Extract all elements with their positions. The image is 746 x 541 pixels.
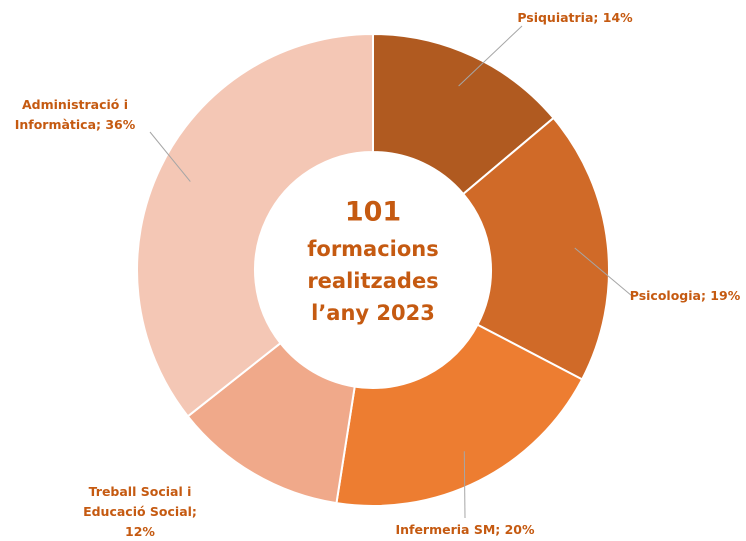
center-text: 101 <box>345 197 401 228</box>
donut-slice <box>136 32 374 418</box>
donut-slice <box>461 116 610 381</box>
donut-slice <box>372 32 555 196</box>
leader-line <box>463 451 466 519</box>
center-text: formacions <box>307 237 439 261</box>
leader-line <box>574 247 633 297</box>
data-label: Infermeria SM; 20% <box>395 522 535 537</box>
center-text: realitzades <box>307 269 438 293</box>
leader-line <box>458 25 523 87</box>
data-label: Psiquiatria; 14% <box>517 10 633 25</box>
data-label: Psicologia; 19% <box>630 288 741 303</box>
data-label: Treball Social i Educació Social; 12% <box>83 484 197 539</box>
leader-line <box>149 131 191 182</box>
data-label: Administració i Informàtica; 36% <box>15 97 136 132</box>
center-text: l’any 2023 <box>311 301 435 325</box>
donut-slice <box>335 323 584 507</box>
